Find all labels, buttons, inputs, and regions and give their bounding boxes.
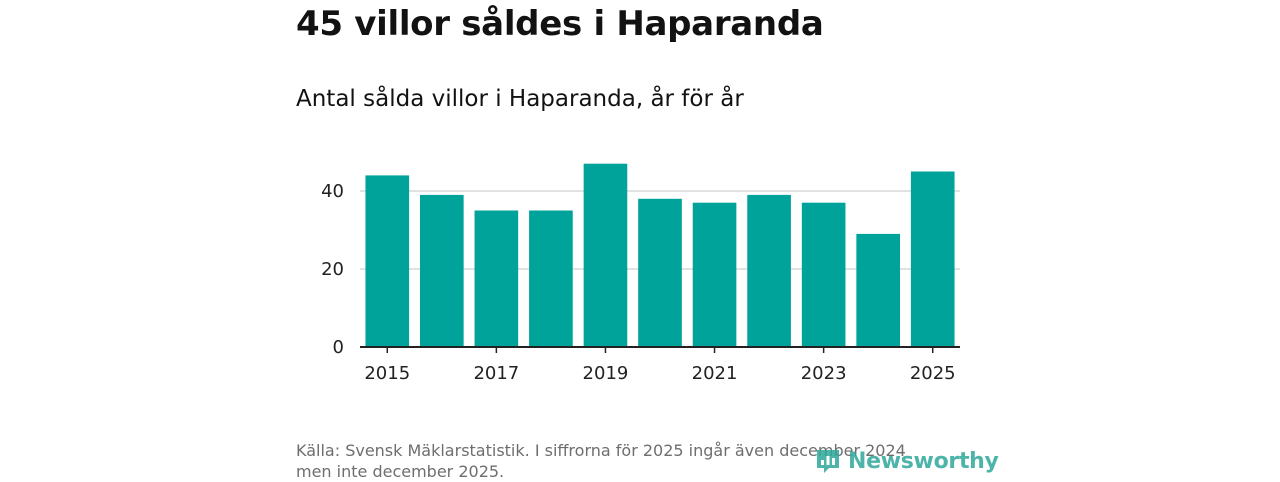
chart-title: 45 villor såldes i Haparanda (296, 4, 824, 44)
bar-2015 (365, 175, 410, 347)
newsworthy-logo-icon (817, 450, 839, 473)
y-tick-label: 0 (333, 337, 344, 358)
source-note: Källa: Svensk Mäklarstatistik. I siffror… (296, 440, 976, 482)
bar-2024 (856, 233, 900, 347)
axes: 0 20 40 2015 2017 2019 2021 2023 2025 (321, 181, 960, 384)
x-tick-label: 2015 (364, 363, 410, 384)
y-tick-label: 20 (321, 259, 344, 280)
source-line-1: Källa: Svensk Mäklarstatistik. I siffror… (296, 441, 906, 460)
brand-logo: Newsworthy (814, 447, 999, 475)
bar-chart: 0 20 40 2015 2017 2019 2021 2023 2025 (321, 163, 960, 384)
chart-subtitle: Antal sålda villor i Haparanda, år för å… (296, 86, 744, 112)
x-tick-label: 2019 (583, 363, 629, 384)
x-tick-label: 2025 (910, 363, 956, 384)
x-tick-label: 2021 (692, 363, 738, 384)
x-tick-label: 2017 (473, 363, 519, 384)
bar-2016 (420, 194, 464, 347)
x-tick-label: 2023 (801, 363, 847, 384)
bar-2023 (801, 202, 846, 347)
bar-2019 (583, 163, 628, 347)
bar-2020 (638, 198, 682, 347)
source-line-2: men inte december 2025. (296, 462, 505, 481)
bar-2021 (692, 202, 737, 347)
y-tick-label: 40 (321, 181, 344, 202)
bar-2025 (910, 171, 955, 347)
bar-2018 (529, 210, 573, 347)
bar-2017 (474, 210, 519, 347)
brand-name: Newsworthy (848, 448, 999, 474)
bars (365, 163, 955, 347)
bar-2022 (747, 194, 791, 347)
